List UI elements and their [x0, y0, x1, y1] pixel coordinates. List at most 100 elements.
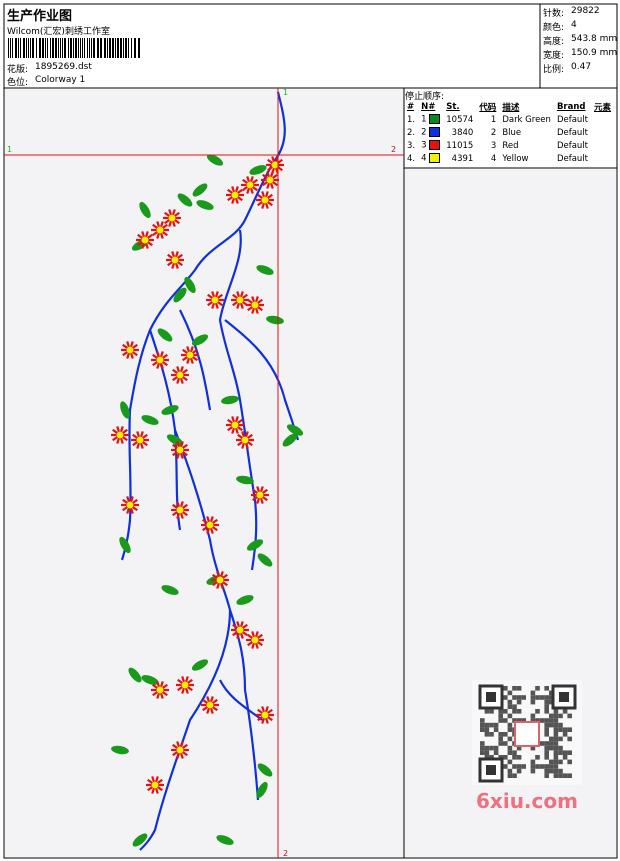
leaf	[266, 315, 284, 325]
qr-cell	[493, 745, 499, 751]
stop-table: # N# St. 代码 描述 Brand 元素 1. 1 10574 1 Dark Green Def…	[404, 100, 614, 165]
flower-center	[156, 686, 164, 694]
stems	[120, 91, 300, 851]
flower	[251, 486, 269, 504]
qr-cell	[539, 718, 545, 723]
bar	[18, 38, 19, 58]
info-value: 29822	[571, 6, 600, 16]
leaf	[139, 201, 151, 219]
qr-cell	[562, 755, 568, 760]
qr-cell	[498, 713, 503, 719]
qr-cell	[549, 695, 554, 700]
flower	[246, 296, 264, 314]
bar	[70, 38, 72, 58]
flower-center	[176, 506, 184, 514]
qr-cell	[498, 718, 503, 723]
bar	[109, 38, 111, 58]
qr-cell	[512, 686, 517, 691]
flower	[146, 776, 164, 794]
qr-cell	[549, 722, 554, 728]
flower	[151, 681, 169, 699]
bar	[80, 38, 81, 58]
element	[591, 126, 614, 139]
leaf	[286, 424, 304, 436]
qr-cell	[549, 699, 554, 705]
flower	[171, 441, 189, 459]
flower	[151, 221, 169, 239]
qr-cell	[558, 745, 563, 751]
qr-cell	[530, 699, 536, 705]
qr-cell	[553, 745, 559, 751]
needle: 2	[418, 126, 443, 139]
flower	[236, 431, 254, 449]
flower-center	[168, 214, 176, 222]
qr-cell	[549, 745, 554, 751]
qr-cell	[549, 713, 554, 719]
swatch	[429, 114, 441, 125]
bar	[50, 38, 51, 58]
bar	[131, 38, 132, 58]
flower	[176, 676, 194, 694]
qr-cell	[507, 713, 513, 719]
qr-cell	[530, 718, 536, 723]
qr-cell	[493, 727, 499, 732]
qr-cell	[516, 745, 522, 751]
qr-cell	[512, 718, 517, 723]
qr-cell	[544, 686, 549, 691]
qr-cell	[530, 759, 536, 765]
code: 3	[490, 140, 497, 151]
bar	[82, 38, 83, 58]
leaf	[256, 781, 268, 799]
qr-cell	[544, 704, 549, 709]
qr-cell	[512, 773, 517, 778]
flower-center	[246, 181, 254, 189]
flower	[266, 156, 284, 174]
bar	[128, 38, 129, 58]
flower-center	[176, 371, 184, 379]
bar	[10, 38, 11, 58]
qr-cell	[558, 768, 563, 774]
leaf	[161, 405, 179, 415]
qr-cell	[503, 764, 508, 769]
qr-cell	[521, 764, 526, 769]
qr-cell	[567, 750, 572, 755]
bar	[120, 38, 122, 58]
stitches: 10574	[446, 114, 474, 125]
flower	[163, 209, 181, 227]
leaf	[184, 276, 196, 294]
qr-cell	[516, 695, 522, 700]
qr-cell	[544, 722, 549, 728]
qr-cell	[503, 741, 508, 746]
qr-cell	[553, 709, 559, 714]
qr-cell	[558, 759, 563, 765]
brand: Default	[556, 127, 588, 138]
needle: 3	[418, 139, 443, 152]
qr-cell	[544, 718, 549, 723]
bar	[91, 38, 92, 58]
leaf	[282, 433, 298, 447]
bar	[60, 38, 61, 58]
qr-cell	[535, 755, 540, 760]
qr-cell	[553, 713, 559, 719]
flower-center	[206, 701, 214, 709]
qr-cell	[489, 745, 494, 751]
qr-cell	[553, 736, 559, 742]
code: 1	[490, 114, 497, 125]
qr-cell	[553, 764, 559, 769]
row: 4. 4 4391 4 Yellow Default	[404, 152, 614, 165]
flower	[256, 706, 274, 724]
qr-cell	[503, 695, 508, 700]
qr-cell	[553, 750, 559, 755]
bar	[84, 38, 85, 58]
flower	[166, 251, 184, 269]
element	[591, 152, 614, 165]
flower	[171, 741, 189, 759]
bar	[100, 38, 102, 58]
qr-cell	[544, 699, 549, 705]
qr-cell	[553, 741, 559, 746]
qr-cell	[558, 722, 563, 728]
column-header: 代码	[479, 102, 497, 113]
qr-cell	[549, 741, 554, 746]
qr-cell	[535, 764, 540, 769]
